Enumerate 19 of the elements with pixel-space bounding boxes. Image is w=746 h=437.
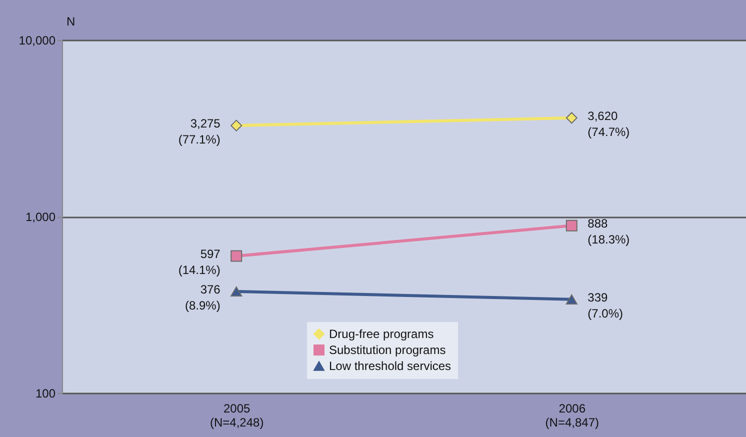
y-tick-label: 1,000 bbox=[25, 210, 56, 224]
y-tick-label: 100 bbox=[35, 386, 56, 400]
data-label: 3,275 (77.1%) bbox=[178, 116, 221, 147]
data-label: 597 (14.1%) bbox=[178, 247, 221, 278]
point bbox=[566, 220, 578, 232]
y-axis-title: N bbox=[66, 14, 76, 28]
legend-label: Substitution programs bbox=[329, 343, 446, 357]
data-label: 888 (18.3%) bbox=[588, 216, 630, 247]
x-tick-label: 2006 (N=4,847) bbox=[545, 402, 599, 430]
y-tick-label: 10,000 bbox=[18, 34, 56, 48]
point bbox=[566, 112, 578, 124]
legend-label: Low threshold services bbox=[329, 359, 452, 373]
data-label: 376 (8.9%) bbox=[185, 282, 221, 312]
x-tick-label: 2005 (N=4,248) bbox=[210, 402, 264, 430]
point bbox=[230, 250, 242, 262]
data-label: 3,620 (74.7%) bbox=[588, 108, 630, 139]
data-label: 339 (7.0%) bbox=[588, 290, 623, 320]
point bbox=[230, 120, 242, 132]
legend-label: Drug-free programs bbox=[329, 327, 434, 341]
